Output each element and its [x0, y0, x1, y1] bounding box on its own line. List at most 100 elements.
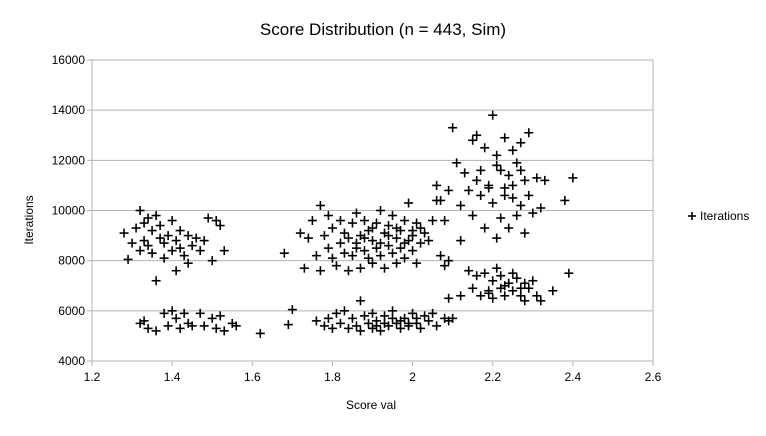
- y-tick-label: 6000: [58, 304, 85, 318]
- data-point: [388, 248, 398, 258]
- data-point: [255, 328, 265, 338]
- data-point: [187, 241, 197, 251]
- data-point: [436, 251, 446, 261]
- data-point: [195, 246, 205, 256]
- data-point: [159, 253, 169, 263]
- data-point: [500, 190, 510, 200]
- data-point: [492, 160, 502, 170]
- data-point: [167, 246, 177, 256]
- data-point: [215, 221, 225, 231]
- data-point: [524, 283, 534, 293]
- x-tick-label: 2: [409, 370, 416, 384]
- data-point: [520, 175, 530, 185]
- data-point: [412, 218, 422, 228]
- data-point: [123, 254, 133, 264]
- data-point: [171, 266, 181, 276]
- data-point: [404, 318, 414, 328]
- data-point: [372, 243, 382, 253]
- data-point: [283, 320, 293, 330]
- data-point: [351, 321, 361, 331]
- data-point: [335, 216, 345, 226]
- data-point: [163, 231, 173, 241]
- data-point: [151, 211, 161, 221]
- x-tick-label: 1.2: [84, 370, 101, 384]
- data-point: [359, 311, 369, 321]
- data-point: [319, 231, 329, 241]
- data-point: [183, 231, 193, 241]
- data-point: [211, 323, 221, 333]
- data-point: [368, 223, 377, 233]
- data-point: [219, 246, 229, 256]
- data-point: [492, 150, 502, 160]
- y-tick-label: 14000: [52, 103, 86, 117]
- data-point: [351, 243, 361, 253]
- data-point: [512, 211, 522, 221]
- data-point: [456, 236, 466, 246]
- data-point: [355, 263, 365, 273]
- data-points: [119, 110, 578, 338]
- data-point: [139, 316, 149, 326]
- data-point: [287, 305, 297, 315]
- data-point: [155, 233, 165, 243]
- data-point: [380, 263, 390, 273]
- data-point: [532, 173, 542, 183]
- y-tick-label: 16000: [52, 53, 86, 67]
- data-point: [147, 248, 157, 258]
- data-point: [476, 190, 486, 200]
- data-point: [516, 165, 526, 175]
- data-point: [175, 243, 185, 253]
- data-point: [432, 180, 442, 190]
- data-point: [512, 273, 522, 283]
- data-point: [488, 198, 498, 208]
- data-point: [155, 221, 165, 231]
- data-point: [159, 308, 169, 318]
- data-point: [440, 261, 450, 271]
- data-point: [372, 218, 382, 228]
- data-point: [339, 306, 349, 316]
- data-point: [167, 216, 177, 226]
- x-tick-label: 2.4: [565, 370, 582, 384]
- data-point: [203, 213, 213, 223]
- y-tick-label: 10000: [52, 204, 86, 218]
- data-point: [564, 268, 574, 278]
- data-point: [315, 266, 325, 276]
- data-point: [440, 216, 450, 226]
- data-point: [343, 233, 353, 243]
- data-point: [299, 263, 309, 273]
- data-point: [392, 223, 402, 233]
- data-point: [215, 311, 225, 321]
- data-point: [131, 223, 141, 233]
- y-tick-label: 12000: [52, 153, 86, 167]
- data-point: [355, 326, 365, 336]
- data-point: [452, 158, 462, 168]
- data-point: [500, 183, 510, 193]
- data-point: [476, 291, 486, 301]
- data-point: [524, 190, 534, 200]
- data-point: [396, 323, 406, 333]
- data-point: [279, 248, 289, 258]
- data-point: [368, 308, 377, 318]
- data-point: [347, 251, 357, 261]
- y-axis-ticks: 4000 6000 8000 10000 12000 14000 16000: [52, 53, 92, 368]
- data-point: [372, 321, 382, 331]
- data-point: [355, 296, 365, 306]
- data-point: [424, 316, 434, 326]
- data-point: [444, 185, 454, 195]
- data-point: [195, 308, 205, 318]
- data-point: [384, 221, 394, 231]
- data-point: [327, 323, 337, 333]
- data-point: [444, 256, 454, 266]
- data-point: [199, 236, 209, 246]
- data-point: [139, 236, 149, 246]
- data-point: [480, 268, 490, 278]
- data-point: [376, 251, 386, 261]
- data-point: [512, 158, 522, 168]
- data-point: [388, 306, 398, 316]
- data-point: [496, 271, 506, 281]
- data-point: [508, 180, 518, 190]
- data-point: [568, 173, 578, 183]
- data-point: [464, 266, 474, 276]
- data-point: [484, 183, 494, 193]
- data-point: [307, 216, 317, 226]
